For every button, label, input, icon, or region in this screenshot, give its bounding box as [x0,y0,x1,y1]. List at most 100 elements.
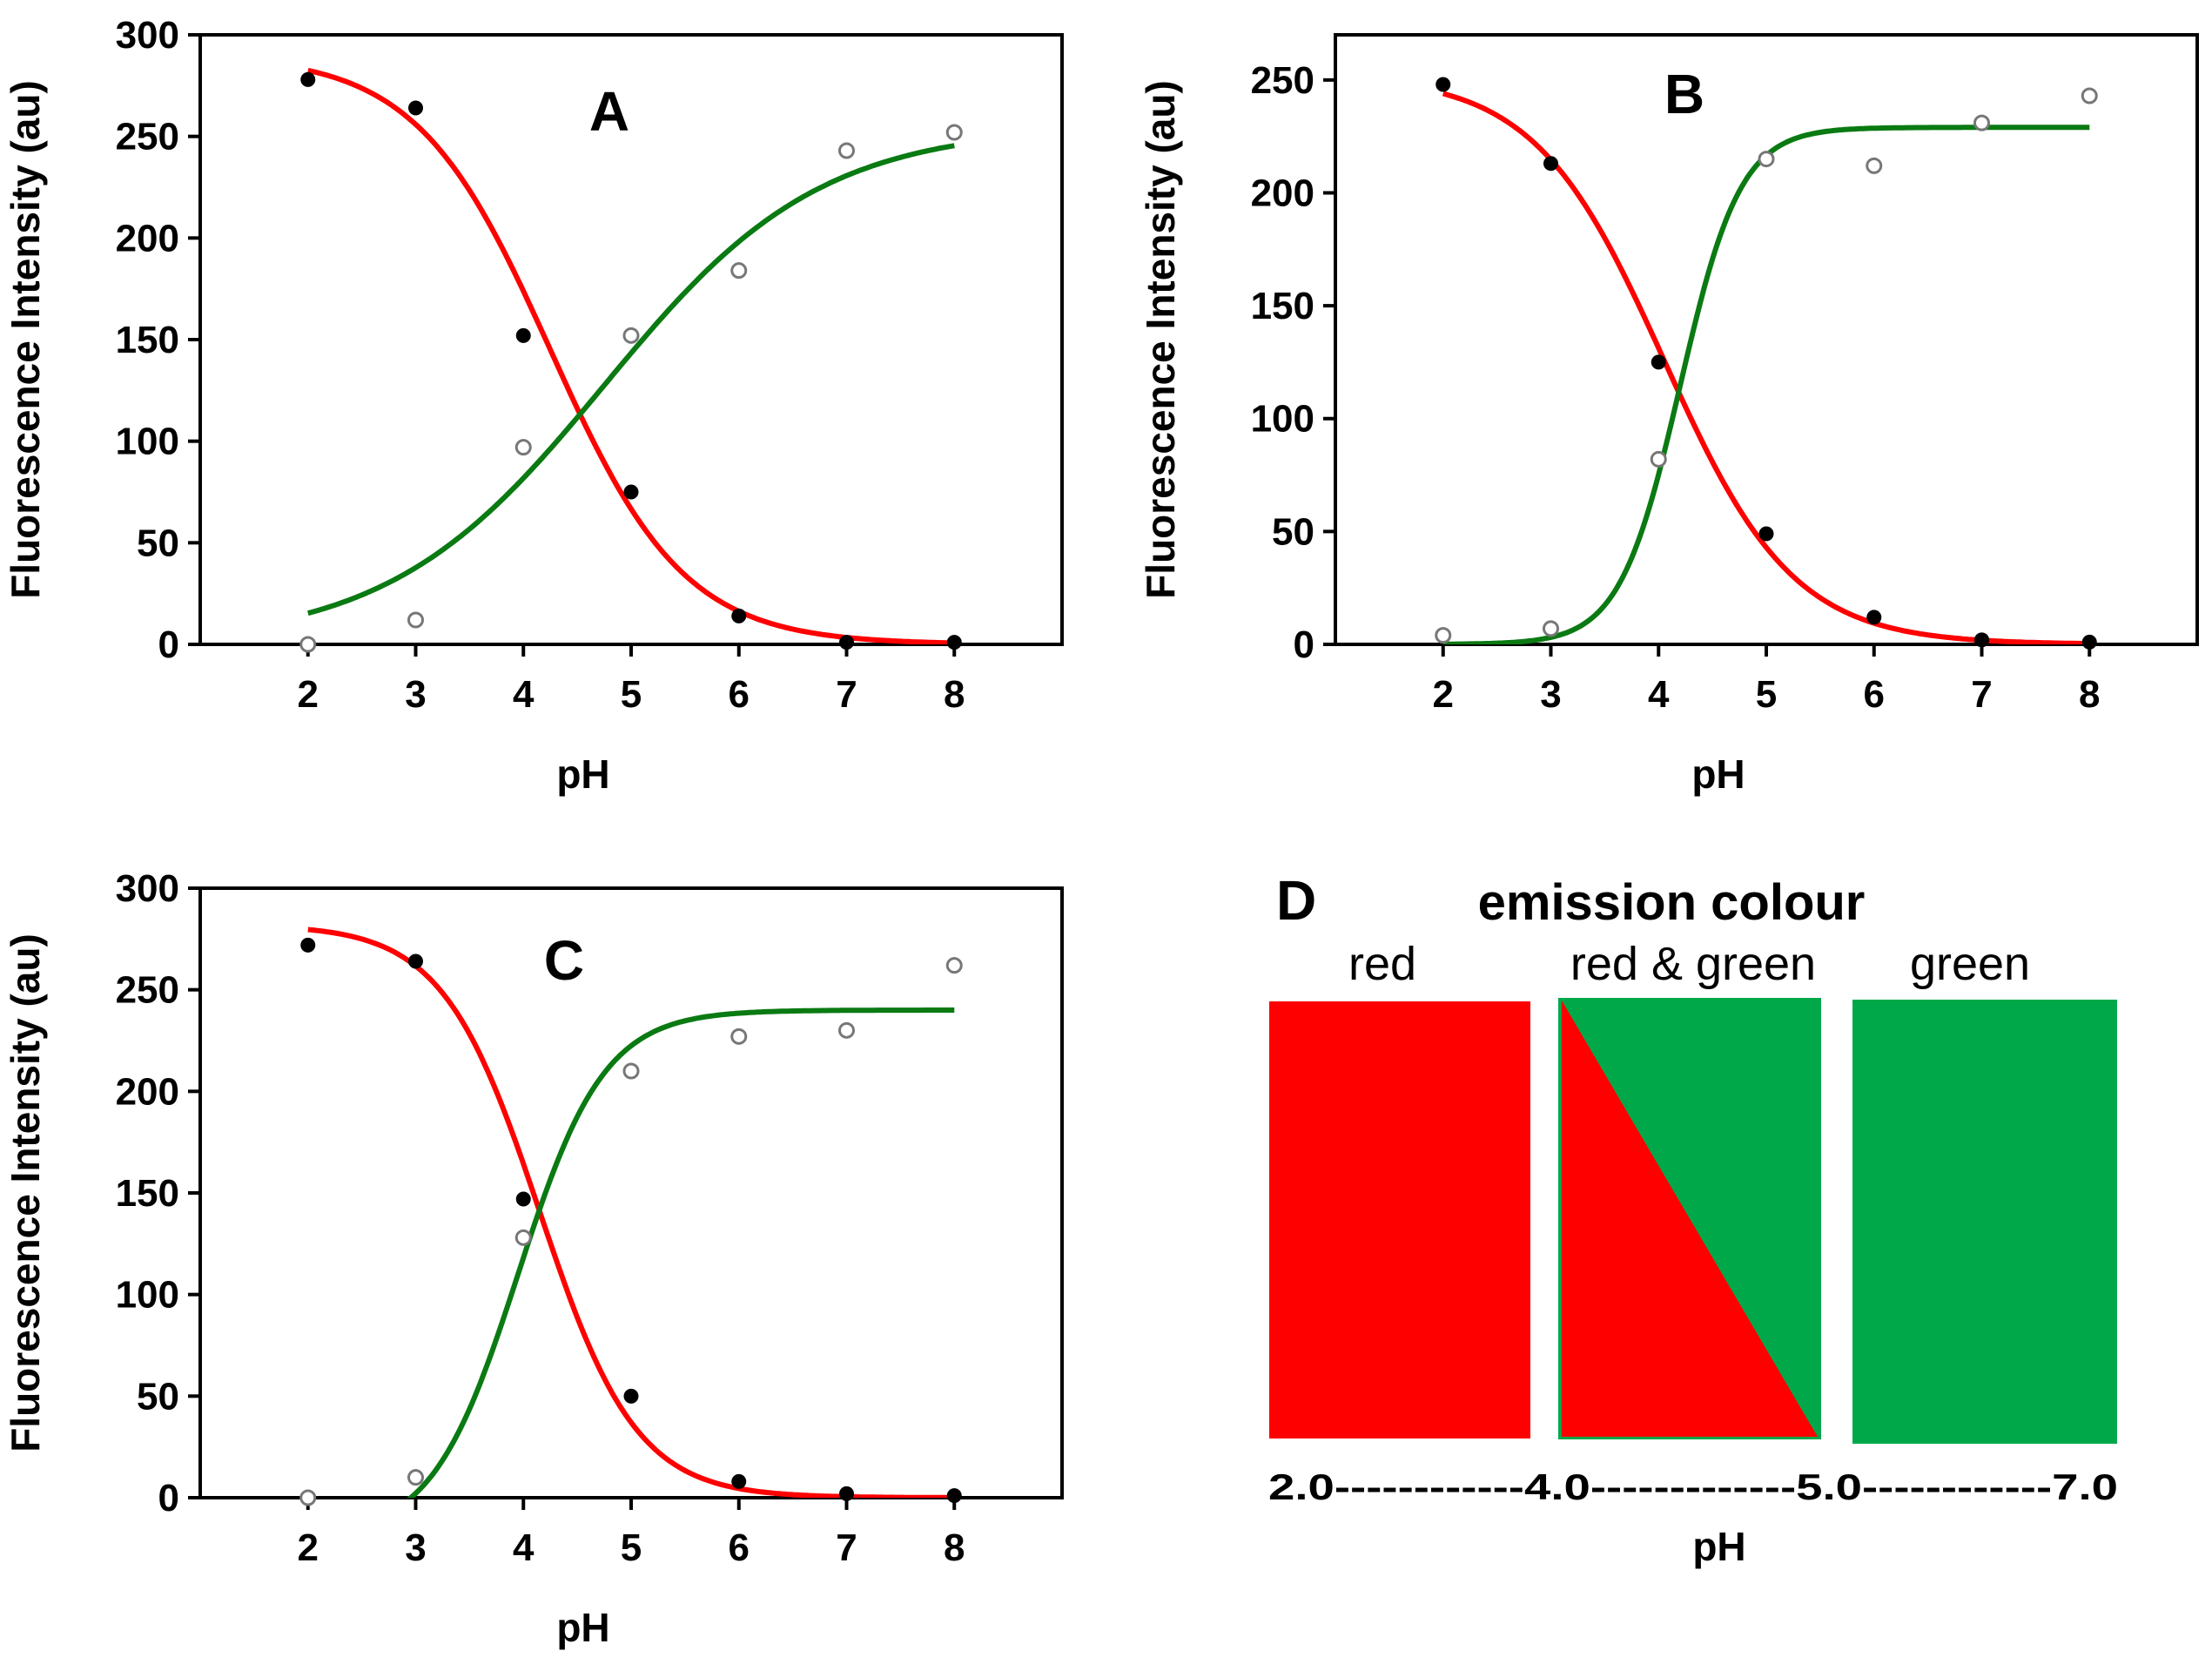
panel-c-red-data-point [408,953,423,969]
panel-c-y-tick-label: 200 [116,1070,179,1113]
panel-d-emission-colour: D emission colour red red & green green … [1268,869,2118,1569]
panel-a-red-data-point [839,635,854,650]
panel-a-green-data-point [407,611,424,629]
panel-b-label: B [1664,63,1704,125]
panel-c-y-tick-label: 250 [116,969,179,1012]
panel-a-green-data-point [838,142,855,159]
panel-a-y-tick-label: 100 [116,421,179,463]
panel-a-red-data-point [623,484,639,500]
panel-a-y-tick-label: 200 [116,217,179,259]
ph-range-scale: 2.0------------4.0-------------5.0------… [1268,1466,2118,1507]
panel-c-label: C [544,929,584,992]
panel-a-x-tick-label: 4 [513,673,535,716]
panel-b-green-data-point [1650,450,1667,468]
panel-c-red-data-point [946,1488,962,1504]
panel-b-x-tick-label: 7 [1971,673,1992,716]
panel-c-green-data-point [730,1028,748,1045]
panel-c-x-tick-label: 7 [836,1526,857,1569]
panel-c-y-axis-title: Fluorescence Intensity (au) [3,933,48,1452]
panel-a-x-tick-label: 3 [405,673,426,716]
panel-a-x-tick-label: 5 [621,673,642,716]
panel-c-x-tick-label: 5 [621,1526,642,1569]
block-label-red-green: red & green [1570,938,1816,990]
panel-c-green-data-point [945,957,963,974]
panel-a-y-tick-label: 50 [137,522,179,564]
panel-c-red-data-point [623,1388,639,1404]
panel-b-red-data-point [1974,632,1989,648]
panel-b-x-tick-label: 4 [1648,673,1670,716]
panel-d-label: D [1276,869,1316,932]
panel-a-red-data-point [946,635,962,650]
panel-a-label: A [589,80,629,143]
panel-d-x-axis-title: pH [1692,1524,1745,1569]
panel-a-x-tick-label: 8 [944,673,965,716]
panel-c-x-tick-label: 4 [513,1526,535,1569]
panel-c-x-tick-label: 2 [298,1526,319,1569]
panel-c-red-data-point [515,1191,531,1207]
panel-b-y-tick-label: 50 [1272,510,1314,553]
panel-a-green-data-point [730,262,748,280]
panel-b-red-data-point [1866,610,1882,625]
panel-c-y-tick-label: 300 [116,867,179,910]
panel-c-x-tick-label: 8 [944,1526,965,1569]
panel-a-x-tick-label: 6 [729,673,750,716]
panel-b-chart: 0 50 100 150 200 250 2 3 4 5 6 7 8 pH Fluorescence Int… [1138,33,2199,797]
panel-b-green-data-point [2081,87,2098,104]
panel-b-green-data-point [1758,151,1775,168]
panel-b-red-data-point [2081,634,2097,650]
panel-b-red-data-point [1758,526,1774,542]
red-emission-block [1269,1001,1530,1439]
panel-c-green-data-point [299,1489,317,1506]
panel-c-green-data-point [622,1062,640,1080]
block-label-red: red [1348,938,1416,990]
panel-c-y-tick-label: 150 [116,1172,179,1215]
panel-b-x-tick-label: 2 [1433,673,1454,716]
panel-a-green-data-point [622,327,640,344]
panel-a-y-tick-label: 250 [116,116,179,158]
panel-a-chart: 0 50 100 150 200 250 300 2 3 4 5 6 7 8 pH Fluorescence … [3,14,1064,797]
panel-b-green-data-point [1973,114,1990,131]
panel-a-x-tick-label: 7 [836,673,857,716]
block-label-green: green [1910,938,2030,990]
panel-a-x-tick-label: 2 [298,673,319,716]
panel-c-x-tick-label: 3 [405,1526,426,1569]
panel-c-y-tick-label: 100 [116,1274,179,1317]
panel-c-y-tick-label: 0 [158,1477,179,1519]
panel-b-x-tick-label: 3 [1540,673,1561,716]
panel-c-x-tick-label: 6 [729,1526,750,1569]
red-green-emission-block [1558,998,1821,1439]
panel-c-green-data-point [407,1469,424,1486]
split-block-red-triangle [1562,1001,1818,1437]
panel-a-red-data-point [731,608,747,623]
green-emission-block [1852,1000,2117,1444]
panel-c-green-fit-curve [407,1007,955,1498]
panel-c-red-fit-curve [307,926,955,1498]
panel-c-green-data-point [514,1229,532,1246]
panel-a-y-tick-label: 150 [116,319,179,361]
panel-c-red-data-point [839,1486,854,1501]
panel-b-y-tick-label: 0 [1294,623,1314,666]
panel-a-green-data-point [299,636,317,653]
panel-a-red-data-point [300,71,316,87]
panel-a-y-axis-title: Fluorescence Intensity (au) [3,80,48,599]
emission-colour-title: emission colour [1478,874,1866,931]
panel-c-plot-frame [198,886,1064,1499]
panel-b-x-axis-title: pH [1691,751,1745,797]
panel-c-green-data-point [838,1021,855,1039]
panel-a-y-tick-label: 0 [158,623,179,666]
panel-b-green-data-point [1543,620,1559,637]
panel-b-red-data-point [1651,354,1666,370]
panel-b-y-tick-label: 150 [1251,285,1314,327]
panel-c-x-axis-title: pH [556,1605,609,1650]
panel-c-chart: 0 50 100 150 200 250 300 2 3 4 5 6 7 8 pH Fluorescence … [3,867,1064,1650]
panel-b-red-data-point [1543,156,1558,172]
panel-b-y-tick-label: 200 [1251,172,1314,214]
panel-b-red-fit-curve [1442,91,2090,644]
panel-a-red-data-point [408,100,423,116]
panel-c-y-tick-label: 50 [137,1375,179,1418]
panel-a-green-fit-curve [307,143,955,617]
panel-b-x-tick-label: 6 [1864,673,1885,716]
panel-b-green-data-point [1435,627,1452,644]
panel-a-x-axis-title: pH [556,751,609,797]
